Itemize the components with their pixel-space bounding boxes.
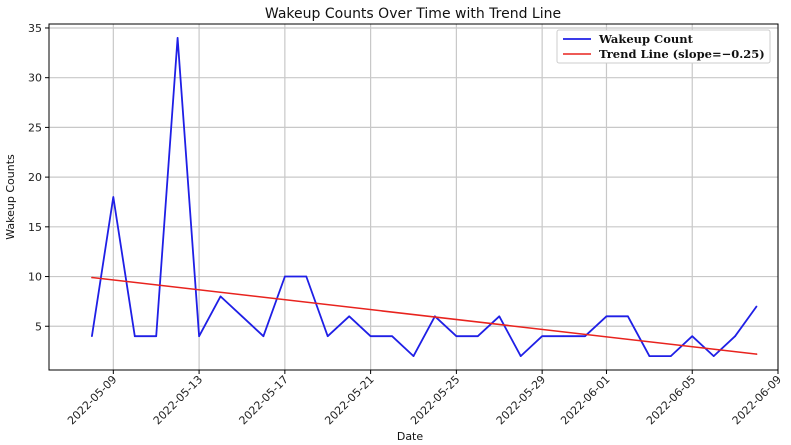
legend-box [556,29,771,64]
trend-point [91,276,93,279]
data-point [391,335,393,337]
data-point [305,275,308,278]
data-point [348,315,350,318]
data-point [648,355,651,357]
trend-point [755,353,758,355]
y-tick-label: 10 [28,271,42,284]
y-axis-label: Wakeup Counts [4,154,17,240]
y-tick-label: 35 [28,22,42,35]
data-point [262,335,265,337]
grid [49,24,779,370]
data-point [326,335,329,337]
data-point [734,335,736,337]
data-point [605,315,608,318]
y-tick-label: 20 [28,171,42,184]
data-point [755,305,758,308]
data-point [584,335,586,337]
data-point [498,315,501,318]
data-point [691,335,694,337]
data-point [241,315,243,318]
data-point [519,355,522,357]
plot-frame [48,23,779,371]
data-point [198,335,200,337]
y-tick-label: 15 [28,221,42,234]
data-point [176,37,179,39]
data-point [455,335,458,337]
data-point [219,295,222,298]
data-point [712,355,715,357]
y-tick-label: 25 [28,121,42,134]
y-tick-label: 30 [28,72,42,85]
data-point [627,315,629,318]
x-axis-label: Date [397,430,424,443]
legend-label-trend-line: Trend Line (slope=−0.25) [599,47,765,61]
data-point [284,275,286,278]
legend-label-wakeup-count: Wakeup Count [598,32,694,46]
legend: Wakeup Count Trend Line (slope=−0.25) [556,29,771,64]
series-line-trend [91,276,757,355]
y-ticks: 5 10 15 20 25 30 35 [28,22,49,333]
series-lines [91,37,758,358]
data-point [669,355,672,357]
chart-title: Wakeup Counts Over Time with Trend Line [265,6,561,22]
data-point [369,335,372,337]
data-point [155,335,158,337]
y-tick-label: 5 [35,320,42,333]
series-line-wakeup-count [91,37,758,358]
data-point [91,335,93,337]
data-point [541,335,543,337]
data-point [112,196,115,198]
data-point [562,335,565,337]
data-point [477,335,479,337]
data-point [412,355,415,357]
data-point [133,335,136,337]
